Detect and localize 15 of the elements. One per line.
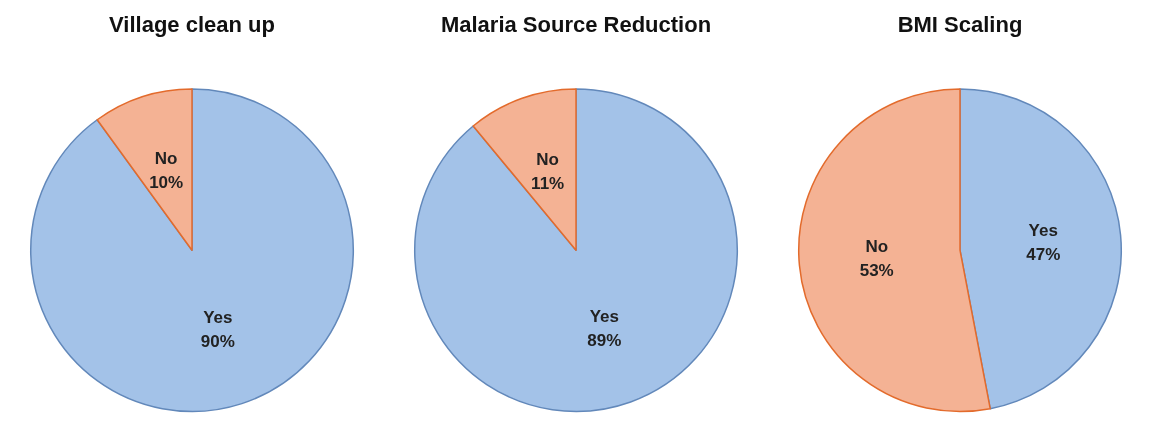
slice-label: Yes — [1028, 220, 1058, 240]
data-label: 10% — [149, 173, 184, 193]
slice-label: No — [865, 236, 889, 256]
slice-label: No — [154, 149, 178, 169]
slice-label: Yes — [589, 307, 619, 327]
data-label: 89% — [587, 331, 622, 351]
data-label: 53% — [859, 260, 894, 280]
chart-title: Malaria Source Reduction — [440, 11, 712, 37]
data-label: 47% — [1026, 244, 1061, 264]
data-label: 11% — [531, 174, 565, 194]
data-label: 90% — [200, 332, 235, 352]
slice-label: No — [536, 150, 559, 170]
chart-title: BMI Scaling — [897, 11, 1023, 37]
slice-label: Yes — [203, 308, 233, 328]
chart-title: Village clean up — [109, 11, 275, 37]
